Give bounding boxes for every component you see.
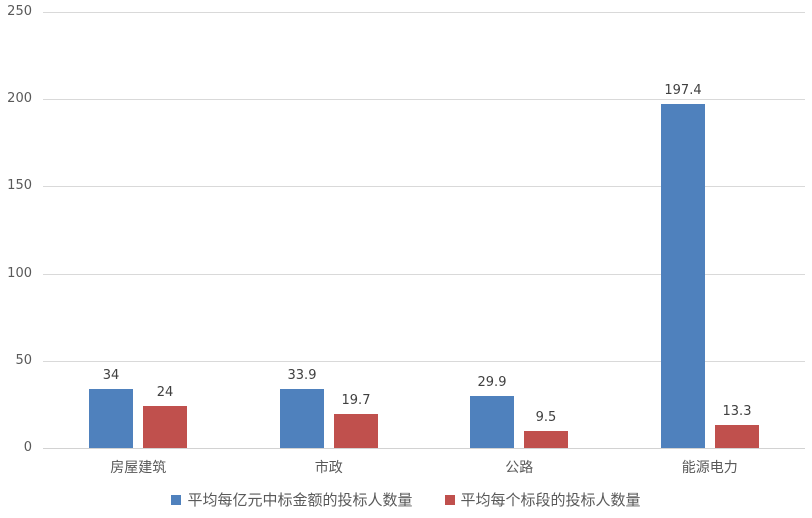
gridline bbox=[43, 186, 805, 187]
gridline bbox=[43, 361, 805, 362]
legend-item: 平均每个标段的投标人数量 bbox=[444, 491, 641, 509]
bar-series1 bbox=[89, 389, 133, 448]
data-label: 29.9 bbox=[477, 375, 507, 390]
category-label: 能源电力 bbox=[681, 460, 738, 476]
bar-series2 bbox=[143, 406, 187, 448]
bar-series1 bbox=[280, 389, 324, 448]
bar-series1 bbox=[470, 396, 514, 448]
category-label: 公路 bbox=[505, 460, 534, 476]
category-label: 房屋建筑 bbox=[110, 460, 167, 476]
data-label: 197.4 bbox=[664, 83, 702, 98]
bar-series2 bbox=[334, 414, 378, 448]
x-axis-line bbox=[43, 448, 805, 449]
y-axis-tick-label: 150 bbox=[7, 178, 32, 193]
legend-swatch-series2 bbox=[444, 495, 455, 505]
y-axis-tick-label: 0 bbox=[23, 440, 32, 455]
bar-series2 bbox=[715, 425, 759, 448]
y-axis-tick-label: 200 bbox=[7, 91, 32, 106]
y-axis-tick-label: 250 bbox=[7, 4, 32, 19]
legend: 平均每亿元中标金额的投标人数量 平均每个标段的投标人数量 bbox=[0, 490, 812, 510]
y-axis-tick-label: 50 bbox=[15, 353, 32, 368]
bar-series2 bbox=[524, 431, 568, 448]
gridline bbox=[43, 12, 805, 13]
gridline bbox=[43, 99, 805, 100]
data-label: 24 bbox=[156, 385, 174, 400]
data-label: 33.9 bbox=[287, 368, 317, 383]
legend-item: 平均每亿元中标金额的投标人数量 bbox=[171, 491, 413, 509]
y-axis-tick-label: 100 bbox=[7, 266, 32, 281]
category-label: 市政 bbox=[314, 460, 343, 476]
data-label: 9.5 bbox=[535, 410, 557, 425]
bar-series1 bbox=[661, 104, 705, 448]
data-label: 34 bbox=[102, 368, 120, 383]
data-label: 13.3 bbox=[722, 404, 752, 419]
gridline bbox=[43, 274, 805, 275]
legend-swatch-series1 bbox=[171, 495, 182, 505]
legend-label: 平均每个标段的投标人数量 bbox=[460, 491, 641, 509]
legend-label: 平均每亿元中标金额的投标人数量 bbox=[187, 491, 413, 509]
data-label: 19.7 bbox=[341, 393, 371, 408]
